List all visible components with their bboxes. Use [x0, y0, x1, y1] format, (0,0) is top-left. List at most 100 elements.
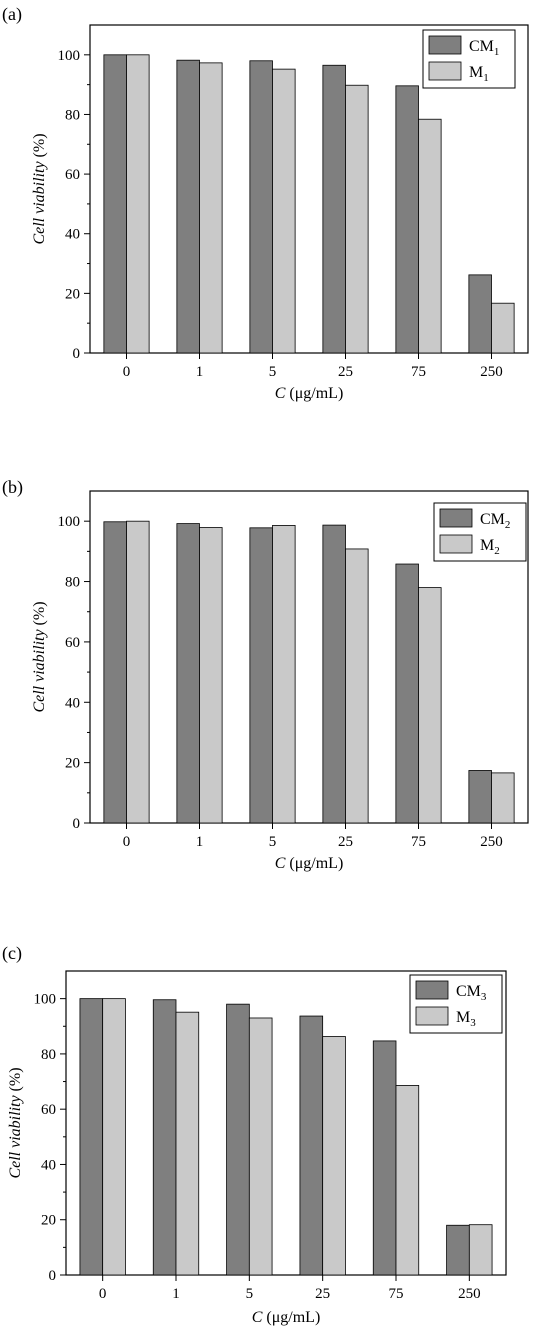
bar-m3-25 [322, 1036, 346, 1276]
y-tick-label: 100 [58, 514, 81, 530]
x-axis-label: C (μg/mL) [275, 855, 344, 872]
panel-label: (c) [2, 943, 22, 964]
bar-cm3-25 [299, 1015, 324, 1276]
x-tick-label: 25 [338, 834, 353, 850]
bar-cm2-0 [103, 521, 127, 824]
bar-m1-250 [491, 302, 515, 354]
bar-m3-0 [102, 998, 126, 1276]
x-tick-label: 0 [123, 834, 131, 850]
y-tick-label: 0 [49, 1268, 57, 1284]
y-tick-label: 0 [73, 346, 81, 362]
bar-cm2-1 [176, 523, 200, 824]
bar-cm2-75 [395, 563, 419, 824]
bar-m1-1 [199, 62, 223, 354]
x-tick-label: 75 [389, 1286, 404, 1302]
bar-m2-75 [418, 587, 442, 824]
legend-swatch [439, 534, 473, 554]
plot-frame [89, 490, 529, 824]
plot-frame [89, 24, 529, 354]
chart-panel-c: (c) 0 20 40 60 80 100 0 1 5 25 75 250 C (μg/mL) Cell v… [2, 943, 507, 1326]
legend-label: CM2 [480, 511, 510, 531]
x-tick-label: 1 [196, 364, 204, 380]
bar-cm1-75 [395, 85, 419, 354]
y-tick-label: 20 [65, 286, 80, 302]
y-tick-label: 60 [65, 635, 80, 651]
legend-label: CM1 [469, 38, 499, 58]
y-tick-label: 80 [41, 1047, 56, 1063]
y-axis-label: Cell viability (%) [7, 1067, 24, 1178]
bar-m1-5 [272, 68, 296, 354]
x-tick-label: 250 [480, 364, 503, 380]
bar-cm1-0 [103, 54, 127, 354]
bar-cm1-1 [176, 59, 200, 354]
y-tick-label: 80 [65, 107, 80, 123]
x-tick-label: 75 [411, 834, 426, 850]
x-tick-label: 5 [269, 834, 277, 850]
x-tick-label: 0 [123, 364, 131, 380]
legend-label: CM3 [456, 983, 487, 1003]
bar-m1-0 [126, 54, 150, 354]
legend-swatch [415, 1006, 449, 1026]
legend-label: M1 [469, 64, 489, 84]
y-tick-label: 20 [65, 756, 80, 772]
plot-frame [65, 970, 507, 1276]
x-tick-label: 5 [246, 1286, 254, 1302]
legend-swatch [415, 980, 449, 1000]
bar-m3-250 [468, 1224, 493, 1276]
bar-cm2-25 [322, 524, 346, 824]
bar-cm3-75 [372, 1040, 397, 1276]
bar-m2-5 [272, 525, 296, 824]
bar-m3-75 [395, 1085, 420, 1276]
y-tick-label: 60 [65, 167, 80, 183]
x-tick-label: 75 [411, 364, 426, 380]
x-tick-label: 25 [315, 1286, 330, 1302]
bar-cm3-5 [226, 1003, 250, 1276]
y-tick-label: 60 [41, 1102, 56, 1118]
x-tick-label: 1 [172, 1286, 180, 1302]
y-tick-label: 80 [65, 575, 80, 591]
y-tick-label: 40 [65, 227, 80, 243]
bar-cm2-250 [468, 770, 492, 824]
bar-m3-5 [248, 1017, 273, 1276]
bar-cm1-25 [322, 64, 346, 354]
bar-m2-250 [491, 772, 515, 824]
x-tick-label: 1 [196, 834, 204, 850]
y-tick-label: 40 [65, 695, 80, 711]
y-tick-label: 100 [34, 992, 57, 1008]
y-tick-label: 100 [58, 48, 81, 64]
bar-cm1-250 [468, 274, 492, 354]
chart-panel-b: (b) 0 20 40 60 80 100 0 1 5 25 75 250 C (μg/mL) Cell v… [2, 477, 529, 872]
x-tick-label: 5 [269, 364, 277, 380]
y-axis-label: Cell viability (%) [31, 601, 48, 712]
bar-m3-1 [175, 1011, 200, 1276]
y-tick-label: 0 [73, 816, 81, 832]
bar-m2-1 [199, 527, 223, 824]
bar-cm3-250 [446, 1224, 470, 1276]
legend-swatch [428, 61, 462, 81]
bar-cm1-5 [249, 60, 273, 354]
y-axis-label: Cell viability (%) [31, 133, 48, 244]
y-tick-label: 20 [41, 1213, 56, 1229]
x-tick-label: 25 [338, 364, 353, 380]
legend-label: M3 [456, 1009, 476, 1029]
bar-m2-25 [345, 548, 369, 824]
bar-cm3-1 [152, 999, 177, 1276]
bar-cm3-0 [79, 998, 104, 1276]
x-tick-label: 0 [99, 1286, 107, 1302]
legend-label: M2 [480, 537, 500, 557]
x-tick-label: 250 [458, 1286, 481, 1302]
bar-m1-75 [418, 118, 442, 354]
bar-m2-0 [126, 520, 150, 824]
x-axis-label: C (μg/mL) [275, 385, 344, 402]
y-tick-label: 40 [41, 1157, 56, 1173]
panel-label: (b) [2, 477, 23, 498]
legend-swatch [439, 508, 473, 528]
x-axis-label: C (μg/mL) [252, 1309, 321, 1326]
bar-m1-25 [345, 84, 369, 354]
chart-panel-a: (a) 0 20 40 60 80 100 0 1 5 25 75 250 C (μg/mL) Cell v… [2, 4, 529, 402]
panel-label: (a) [2, 4, 22, 25]
x-tick-label: 250 [480, 834, 503, 850]
bar-cm2-5 [249, 527, 273, 824]
